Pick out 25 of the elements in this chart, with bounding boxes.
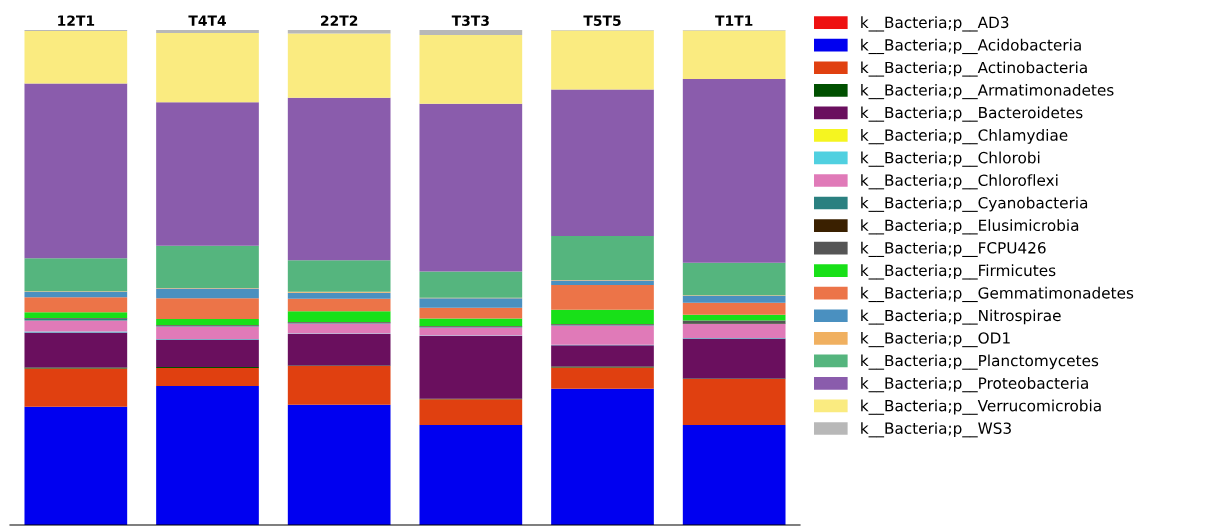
x-tick-label: 22T2 (321, 15, 358, 26)
legend-label: k__Bacteria;p__Planctomycetes (861, 354, 1099, 370)
legend-label: k__Bacteria;p__Elusimicrobia (861, 219, 1079, 235)
legend-label: k__Bacteria;p__WS3 (861, 422, 1011, 438)
x-tick-label: T3T3 (451, 15, 489, 26)
legend-label: k__Bacteria;p__Bacteroidetes (861, 106, 1083, 122)
x-tick-label: T1T1 (715, 15, 753, 26)
legend-label: k__Bacteria;p__Firmicutes (861, 264, 1056, 280)
x-tick-label: T4T4 (188, 15, 226, 26)
legend-label: k__Bacteria;p__AD3 (861, 16, 1009, 32)
legend-label: k__Bacteria;p__Gemmatimonadetes (861, 286, 1134, 303)
legend-label: k__Bacteria;p__Chlorobi (861, 151, 1040, 167)
legend-label: k__Bacteria;p__Actinobacteria (861, 61, 1087, 77)
legend-label: k__Bacteria;p__Armatimonadetes (861, 83, 1114, 100)
legend-label: k__Bacteria;p__Proteobacteria (861, 377, 1088, 393)
legend-label: k__Bacteria;p__Acidobacteria (861, 38, 1081, 55)
legend-label: k__Bacteria;p__Nitrospirae (861, 309, 1061, 325)
legend-label: k__Bacteria;p__Cyanobacteria (861, 196, 1088, 212)
x-tick-label: T5T5 (583, 15, 621, 26)
legend-label: k__Bacteria;p__Chloroflexi (861, 174, 1058, 190)
x-tick-label: 12T1 (58, 15, 95, 26)
legend-label: k__Bacteria;p__FCPU426 (861, 241, 1046, 257)
legend-label: k__Bacteria;p__OD1 (861, 331, 1010, 348)
legend-label: k__Bacteria;p__Verrucomicrobia (861, 399, 1101, 415)
legend-label: k__Bacteria;p__Chlamydiae (861, 129, 1068, 145)
